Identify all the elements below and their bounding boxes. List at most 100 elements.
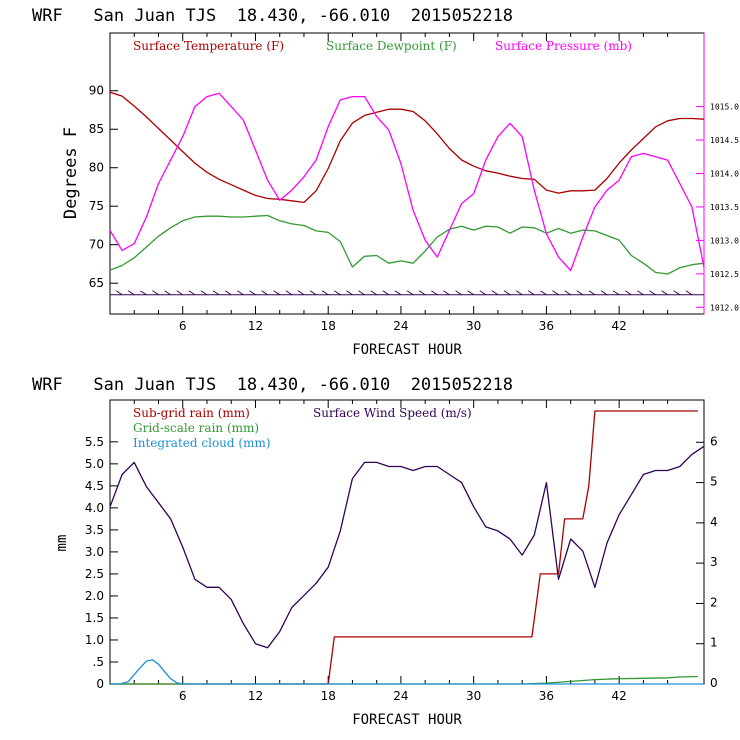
- wind-barb: [273, 290, 280, 296]
- y2-tick-label: 6: [710, 434, 718, 448]
- y-tick-label: 4.5: [85, 479, 104, 493]
- y2-tick-label: 0: [710, 676, 718, 690]
- wind-barb: [418, 290, 426, 296]
- wind-barb: [394, 290, 402, 296]
- series-integrated-cloud-mm-line: [110, 659, 704, 685]
- chart-top-y-ticks: 65 70 75 80 85 90: [89, 84, 118, 290]
- chart-bottom: WRF San Juan TJS 18.430, -66.010 2015052…: [32, 375, 718, 728]
- wind-barb: [382, 290, 390, 296]
- y2-tick-label: 4: [710, 515, 718, 529]
- y2-tick-label: 5: [710, 475, 718, 489]
- wind-barb: [588, 290, 596, 296]
- series-surface-dewpoint-f-line: [109, 214, 705, 275]
- chart-bottom-ylabel: mm: [54, 535, 70, 552]
- y2-tick-label: 1014.0: [710, 170, 739, 179]
- y2-tick-label: 1013.0: [710, 236, 739, 245]
- wind-barb: [491, 290, 499, 296]
- chart-bottom-series: [109, 410, 705, 685]
- series-surface-temperature-f-line: [109, 91, 705, 204]
- wind-barb: [358, 290, 365, 296]
- wind-barb: [612, 290, 620, 296]
- wind-barb: [637, 290, 644, 296]
- wind-barb: [285, 290, 293, 296]
- wind-barb: [224, 290, 232, 296]
- y-tick-label: 0: [96, 677, 104, 691]
- wind-barb: [576, 290, 584, 296]
- y-tick-label: .5: [93, 655, 104, 669]
- y2-tick-label: 1012.5: [710, 270, 739, 279]
- x-tick-label: 12: [248, 319, 263, 333]
- x-tick-label: 42: [612, 319, 627, 333]
- y-tick-label: 90: [89, 84, 104, 98]
- chart-top-xlabel: FORECAST HOUR: [352, 342, 462, 358]
- series-surface-pressure-mb-line: [109, 92, 705, 272]
- wind-barb: [370, 290, 377, 296]
- y-tick-label: 2.5: [85, 567, 104, 581]
- x-tick-label: 24: [393, 689, 408, 703]
- wind-barb: [467, 290, 474, 296]
- x-tick-label: 6: [179, 689, 187, 703]
- y-tick-label: 70: [89, 238, 104, 252]
- legend-subgrid-rain: Sub-grid rain (mm): [133, 406, 250, 420]
- wind-barb: [624, 290, 632, 296]
- x-tick-label: 24: [393, 319, 408, 333]
- wind-barb: [115, 290, 123, 296]
- chart-bottom-x-ticks: 6 12 18 24 30 36 42: [133, 400, 669, 703]
- wind-barb: [600, 290, 608, 296]
- wind-barb: [528, 290, 535, 296]
- y-tick-label: 80: [89, 161, 104, 175]
- wind-barb: [152, 290, 159, 296]
- x-tick-label: 30: [466, 319, 481, 333]
- x-tick-label: 42: [612, 689, 627, 703]
- y2-tick-label: 3: [710, 555, 718, 569]
- x-tick-label: 6: [179, 319, 187, 333]
- chart-top-series: [109, 91, 705, 275]
- chart-top: WRF San Juan TJS 18.430, -66.010 2015052…: [32, 6, 739, 358]
- x-tick-label: 18: [321, 689, 336, 703]
- wind-barb: [673, 290, 681, 296]
- y2-tick-label: 2: [710, 595, 718, 609]
- wind-barb: [127, 290, 135, 296]
- wind-barb: [455, 290, 462, 296]
- y-tick-label: 85: [89, 122, 104, 136]
- y-tick-label: 5.5: [85, 435, 104, 449]
- legend-surface-wind-speed: Surface Wind Speed (m/s): [313, 406, 472, 420]
- y-tick-label: 5.0: [85, 457, 104, 471]
- wind-barb: [237, 290, 244, 296]
- chart-bottom-title: WRF San Juan TJS 18.430, -66.010 2015052…: [32, 375, 513, 395]
- legend-surface-dewpoint: Surface Dewpoint (F): [326, 39, 457, 53]
- wind-barb: [406, 290, 414, 296]
- y2-tick-label: 1015.0: [710, 103, 739, 112]
- y2-tick-label: 1: [710, 636, 718, 650]
- wind-barb: [309, 290, 317, 296]
- wind-barb: [685, 290, 693, 296]
- series-grid-scale-rain-mm-line: [110, 675, 698, 685]
- y-tick-label: 75: [89, 199, 104, 213]
- wind-barb: [321, 290, 329, 296]
- series-surface-wind-speed-m-s-line: [109, 445, 705, 649]
- x-tick-label: 36: [539, 689, 554, 703]
- legend-gridscale-rain: Grid-scale rain (mm): [133, 421, 259, 435]
- wind-barb: [431, 290, 438, 296]
- chart-top-x-ticks: 6 12 18 24 30 36 42: [133, 33, 669, 333]
- y-tick-label: 3.0: [85, 545, 104, 559]
- wind-barb: [661, 290, 668, 296]
- wind-barb: [212, 290, 220, 296]
- y2-tick-label: 1013.5: [710, 203, 739, 212]
- wind-barb: [297, 290, 305, 296]
- chart-bottom-xlabel: FORECAST HOUR: [352, 712, 462, 728]
- wind-barb: [249, 290, 256, 296]
- chart-top-ylabel: Degrees F: [61, 127, 81, 219]
- chart-bottom-y-ticks: 0 .5 1.0 1.5 2.0 2.5 3.0 3.5 4.0 4.5 5.0 5.5: [85, 435, 118, 691]
- y-tick-label: 4.0: [85, 501, 104, 515]
- wind-barb: [564, 290, 571, 296]
- wind-barb: [200, 290, 208, 296]
- wind-barbs: [110, 290, 704, 296]
- wind-barb: [515, 290, 523, 296]
- x-tick-label: 36: [539, 319, 554, 333]
- legend-surface-pressure: Surface Pressure (mb): [495, 39, 632, 53]
- legend-surface-temperature: Surface Temperature (F): [133, 39, 284, 53]
- wind-barb: [552, 290, 559, 296]
- y-tick-label: 65: [89, 276, 104, 290]
